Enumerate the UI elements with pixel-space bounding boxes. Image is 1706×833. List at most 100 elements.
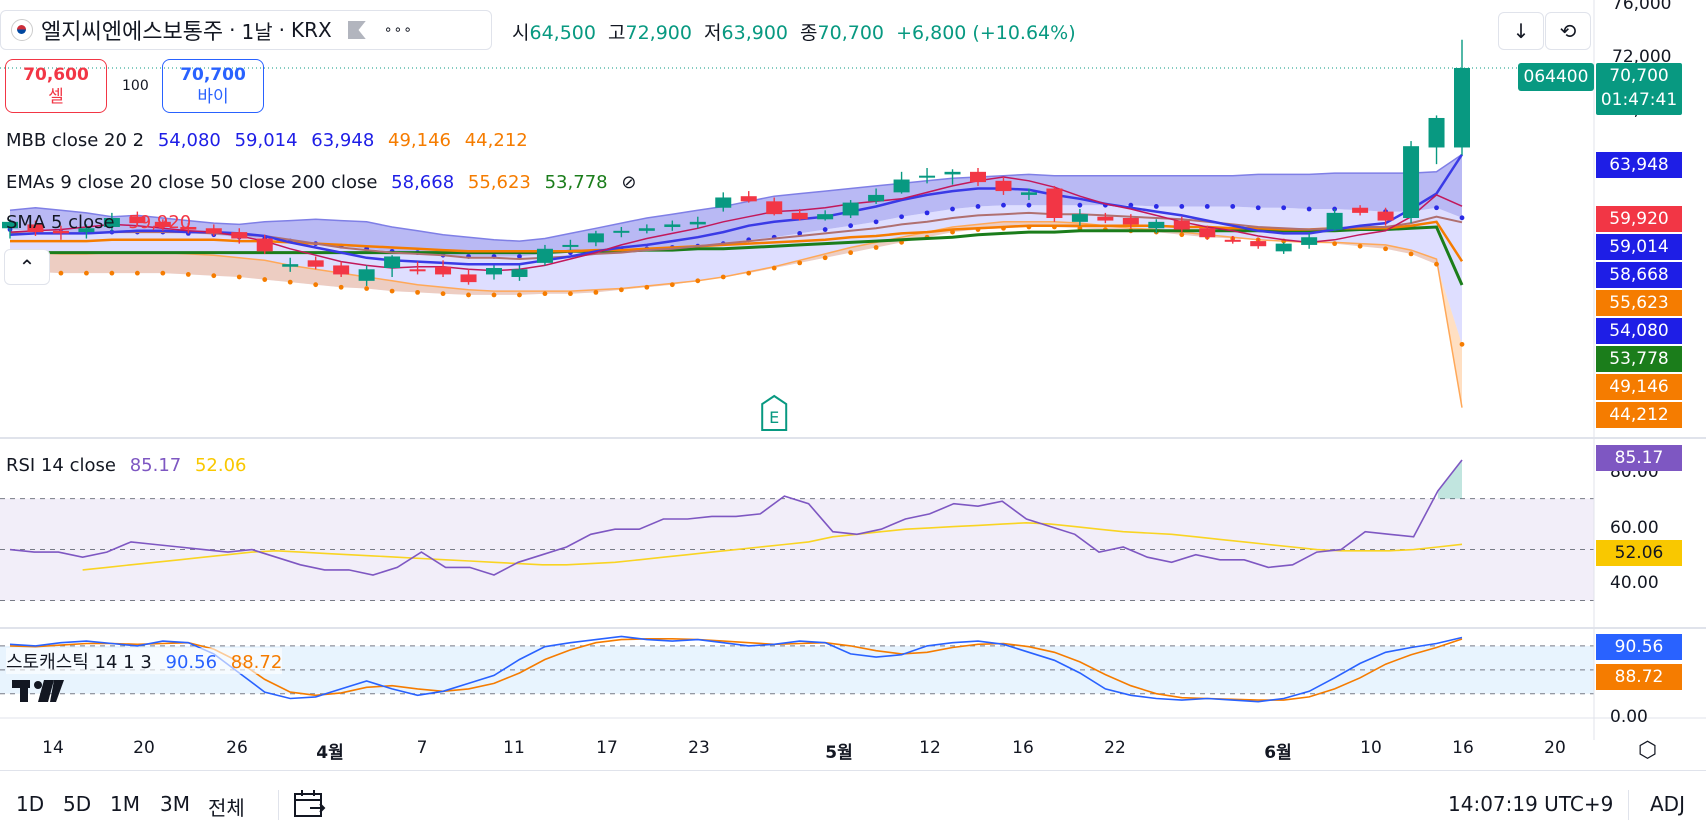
candle-down (180, 226, 197, 230)
interval-label[interactable]: 1날 (241, 19, 273, 44)
mbb-middle-dot (899, 214, 904, 220)
mbb-lower-dot (160, 270, 166, 276)
mbb-middle-dot (1001, 202, 1006, 208)
price-pane[interactable]: E (0, 39, 1594, 431)
ema-legend[interactable]: EMAs 9 close 20 close 50 close 200 close… (6, 172, 636, 193)
time-axis-label: 14 (42, 738, 64, 758)
download-button[interactable]: ↓ (1498, 12, 1544, 50)
mbb-lower-dot (1459, 341, 1465, 347)
adjust-toggle[interactable]: ADJ (1650, 792, 1685, 816)
rsi-pane[interactable] (0, 459, 1594, 602)
range-all[interactable]: 전체 (208, 796, 245, 820)
ema9-line (9, 153, 1464, 266)
mbb-lower-dot (797, 260, 803, 266)
candle-up (638, 228, 655, 231)
arrow-down-icon: ↓ (1512, 19, 1530, 43)
candle-down (205, 228, 222, 234)
mbb-lower-dot (338, 284, 344, 290)
mbb-middle-dot (924, 210, 930, 216)
toolbar-divider (278, 790, 279, 820)
mbb-lower-dot (364, 286, 370, 291)
rsi-axis-label: 60.00 (1610, 518, 1659, 538)
rsi-axis-label: 40.00 (1610, 573, 1659, 593)
range-5d[interactable]: 5D (63, 792, 92, 816)
buy-button[interactable]: 70,700 바이 (162, 59, 264, 113)
mbb-lower-dot (950, 229, 955, 235)
mbb-lower-line (9, 221, 1463, 408)
indicator-price-tag: 49,146 (1596, 374, 1682, 400)
candle-down (1250, 241, 1267, 247)
last-price: 70,700 (1609, 66, 1669, 86)
earnings-marker: E (761, 394, 788, 431)
tradingview-logo-icon[interactable] (12, 678, 66, 704)
mbb-upper-band (10, 154, 1462, 257)
stoch-k-line (9, 635, 1463, 703)
more-icon[interactable]: ∘∘∘ (383, 22, 414, 38)
candle-up (2, 221, 18, 229)
replay-button[interactable]: ⟲ (1545, 12, 1591, 50)
time-axis-label: 22 (1104, 738, 1126, 758)
order-quantity[interactable]: 100 (122, 78, 149, 94)
candle-down (1122, 218, 1139, 225)
range-1m[interactable]: 1M (110, 792, 140, 816)
indicator-price-tag: 53,778 (1596, 346, 1682, 372)
calendar-goto-icon[interactable] (292, 788, 326, 820)
mbb-value: 63,948 (311, 130, 375, 151)
candle-down (970, 171, 986, 183)
rsi-line (9, 459, 1463, 576)
toolbar-divider (1628, 790, 1629, 820)
auto-scale-icon[interactable]: ⬡ (1638, 738, 1658, 763)
sell-label: 셀 (48, 87, 64, 107)
price-axis-label: 76,000 (1612, 0, 1672, 14)
range-3m[interactable]: 3M (160, 792, 190, 816)
change-value: +6,800 (+10.64%) (896, 22, 1076, 44)
symbol-name: 엘지씨엔에스보통주 (41, 20, 224, 45)
mbb-middle-dot (517, 254, 522, 259)
time-axis-label: 23 (688, 738, 710, 758)
bottom-divider (0, 770, 1706, 771)
rsi-legend[interactable]: RSI 14 close 85.17 52.06 (6, 455, 246, 476)
mbb-lower-dot (822, 255, 828, 261)
indicator-price-tag: 58,668 (1596, 262, 1682, 288)
mbb-value: 59,014 (234, 130, 298, 151)
rsi-value-tag: 85.17 (1596, 445, 1682, 471)
range-1d[interactable]: 1D (16, 792, 45, 816)
ema-value: 58,668 (391, 172, 455, 193)
stoch-axis-label: 0.00 (1610, 707, 1648, 727)
stoch-d-tag: 88.72 (1596, 664, 1682, 690)
stoch-label: 스토캐스틱 14 1 3 (6, 652, 152, 673)
buy-price: 70,700 (180, 65, 246, 85)
sell-button[interactable]: 70,600 셀 (5, 59, 107, 113)
time-axis-label: 5월 (825, 743, 853, 763)
collapse-legend-button[interactable]: ⌃ (4, 249, 50, 285)
loop-icon: ⟲ (1559, 19, 1577, 43)
candle-up (78, 228, 95, 233)
mbb-lower-dot (695, 278, 701, 284)
candle-up (715, 197, 732, 208)
korea-flag-icon (11, 19, 33, 41)
last-price-tag: 70,700 01:47:41 (1596, 63, 1682, 115)
candle-up (664, 224, 681, 227)
symbol-header[interactable]: 엘지씨엔에스보통주 · 1날 · KRX ∘∘∘ (0, 10, 492, 50)
candle-down (1173, 220, 1190, 230)
mbb-lower-dot (1383, 246, 1388, 252)
mbb-middle-dot (1459, 215, 1465, 221)
sma-legend[interactable]: SMA 5 close 59,920 (6, 212, 191, 233)
mbb-middle-dot (950, 206, 955, 212)
ema200-line (10, 225, 1464, 286)
mbb-lower-dot (618, 287, 624, 293)
mbb-lower-dot (109, 270, 115, 276)
symbol-price-tag: 064400 (1518, 63, 1594, 91)
stoch-legend[interactable]: 스토캐스틱 14 1 3 90.56 88.72 (6, 648, 283, 674)
candle-up (562, 244, 579, 247)
candle-up (1020, 192, 1037, 195)
mbb-lower-dot (211, 273, 217, 279)
mbb-lower-dot (185, 272, 191, 277)
clock-timezone[interactable]: 14:07:19 UTC+9 (1448, 792, 1614, 816)
flag-mark-icon[interactable] (347, 21, 366, 39)
mbb-legend[interactable]: MBB close 20 2 54,080 59,014 63,948 49,1… (6, 130, 528, 151)
earnings-marker-badge (761, 394, 788, 431)
mbb-lower-dot (873, 245, 879, 250)
low-value: 63,900 (721, 22, 788, 44)
